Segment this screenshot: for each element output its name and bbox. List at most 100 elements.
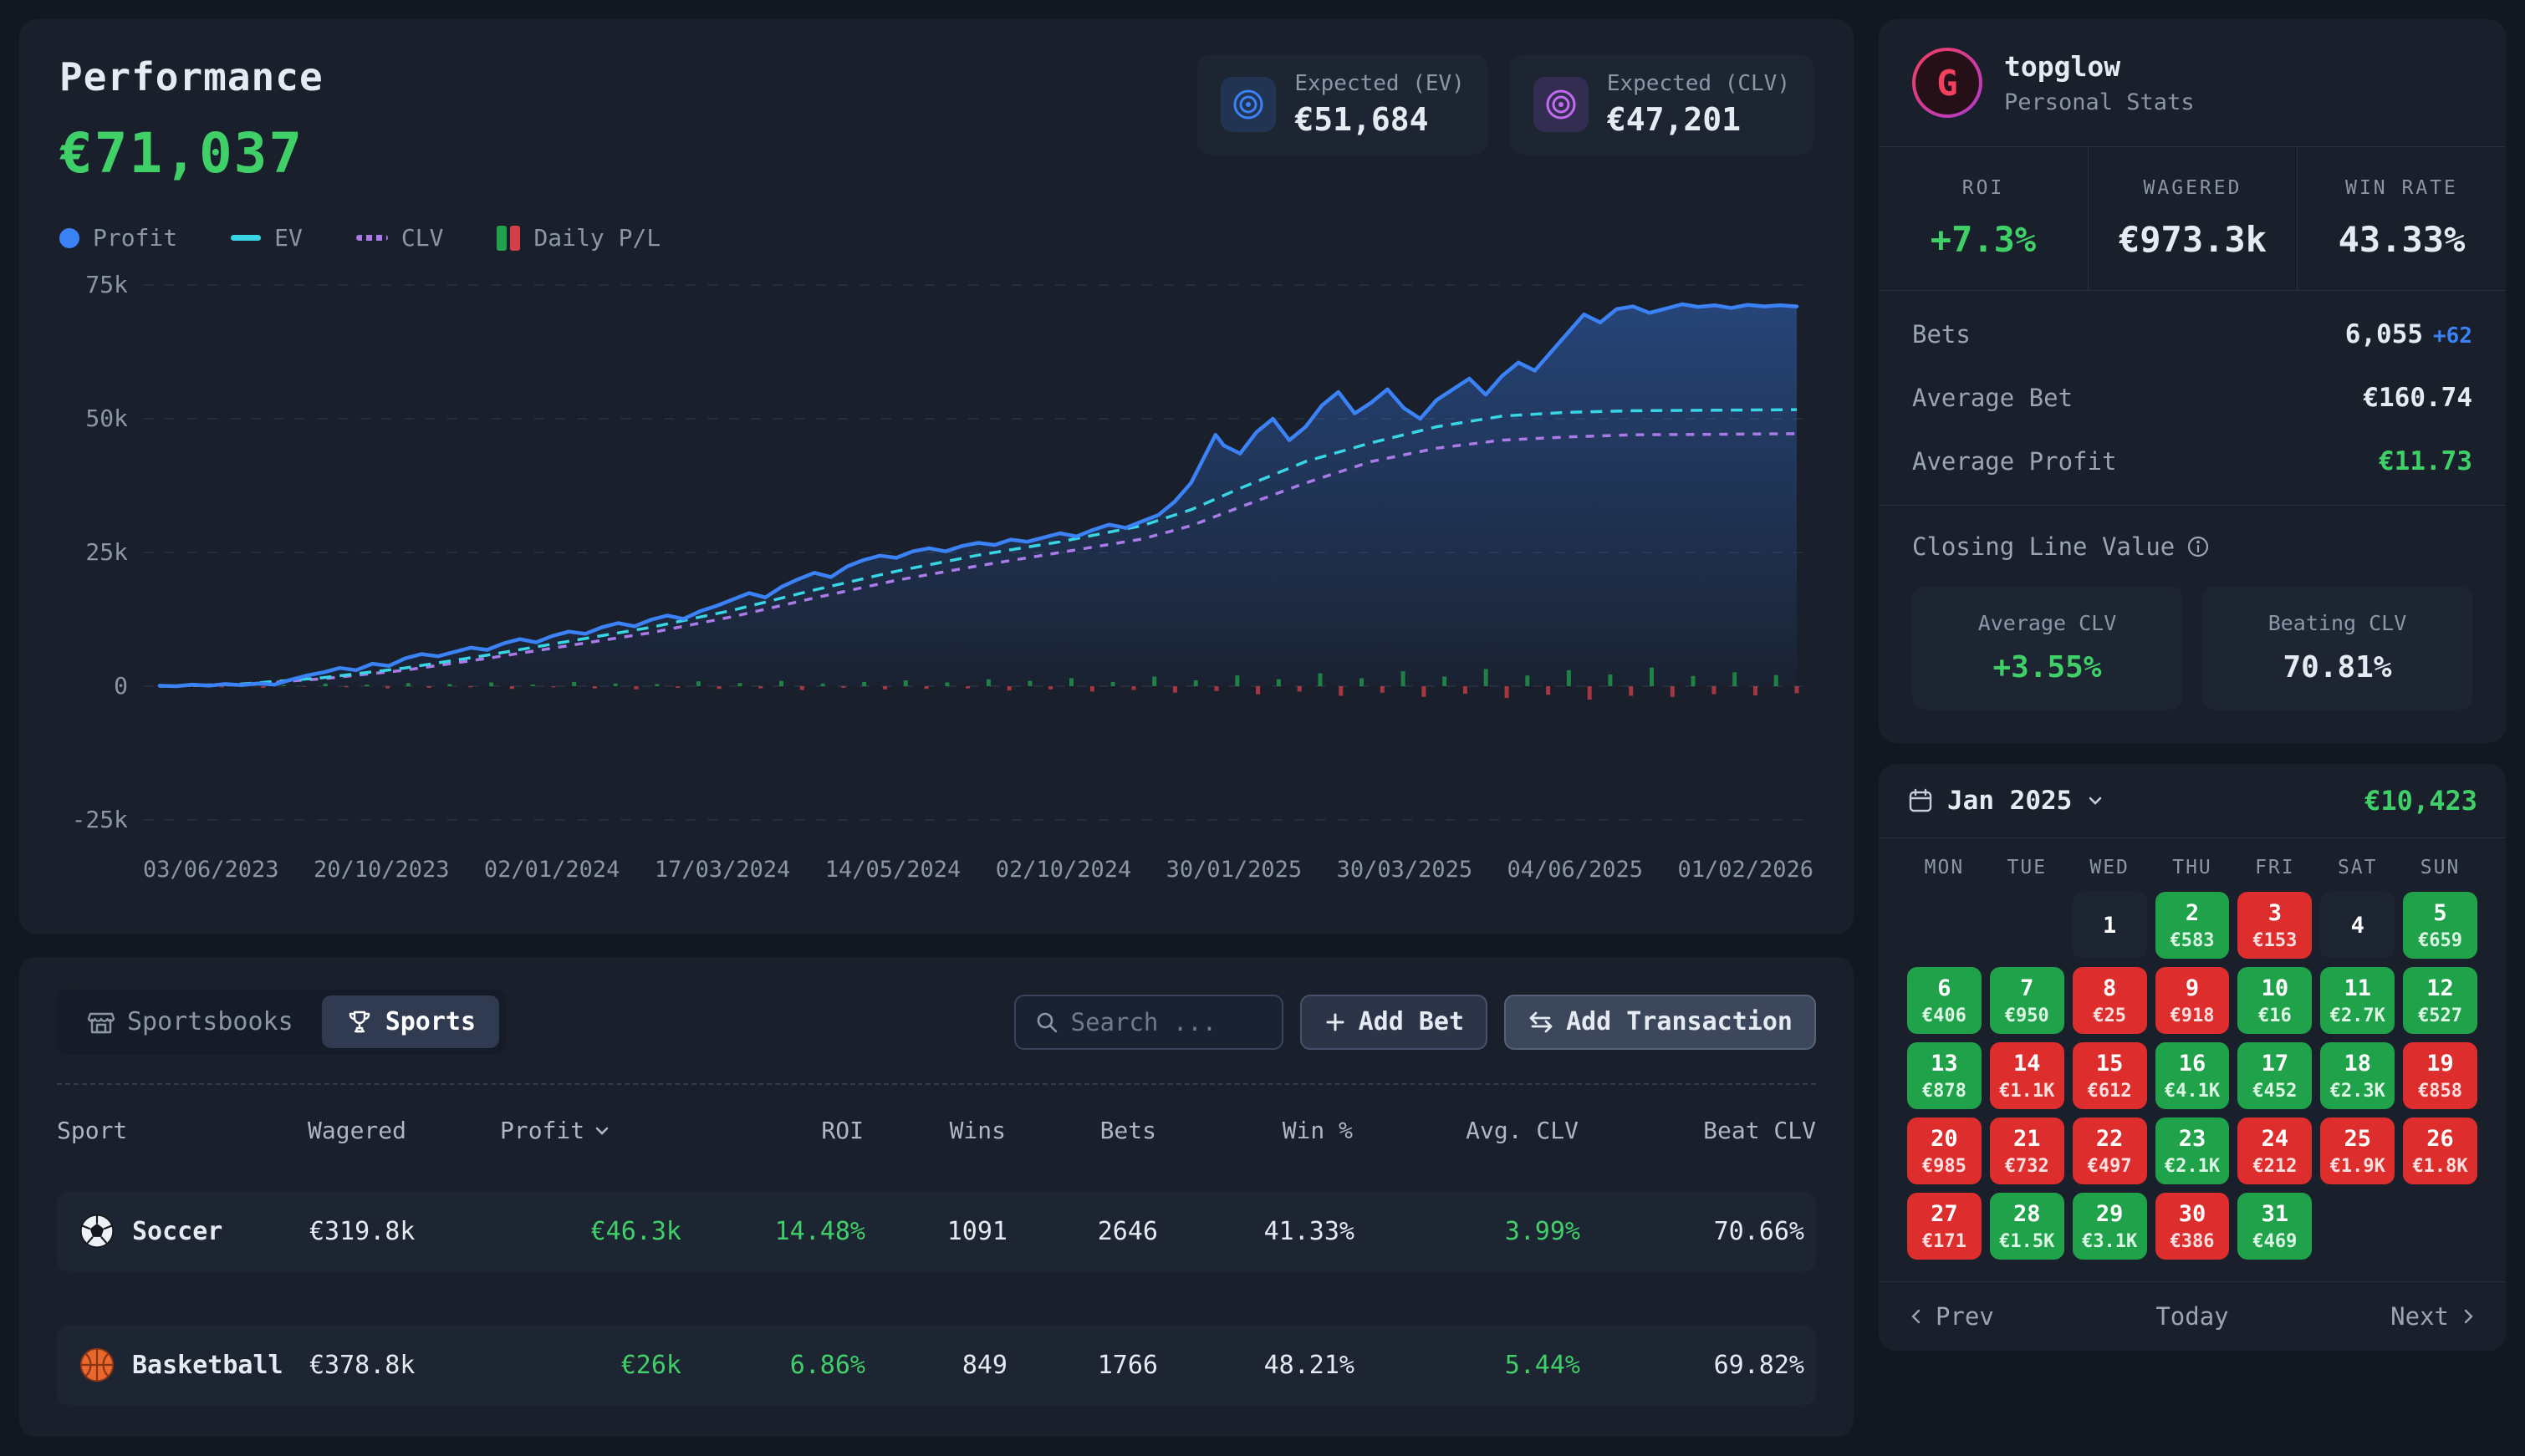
expected-badges: Expected (EV) €51,684 Expected (CLV) €47… xyxy=(1197,54,1813,155)
day-cell-4[interactable]: 4 xyxy=(2320,892,2395,959)
col-avg-clv[interactable]: Avg. CLV xyxy=(1466,1117,1579,1144)
soccer-ball-icon xyxy=(79,1213,115,1250)
day-cell-6[interactable]: 6 €406 xyxy=(1907,967,1982,1034)
day-cell-19[interactable]: 19 €858 xyxy=(2403,1042,2477,1109)
info-icon[interactable] xyxy=(2186,535,2210,558)
day-cell-10[interactable]: 10 €16 xyxy=(2237,967,2313,1034)
day-cell-23[interactable]: 23 €2.1K xyxy=(2155,1117,2230,1184)
profit-swatch xyxy=(59,227,79,248)
day-cell-2[interactable]: 2 €583 xyxy=(2155,892,2230,959)
x-axis: 03/06/2023 20/10/2023 02/01/2024 17/03/2024… xyxy=(59,843,1813,883)
target-ev-icon xyxy=(1221,77,1277,132)
wagered-cell: €378.8k xyxy=(309,1350,416,1380)
day-cell-25[interactable]: 25 €1.9K xyxy=(2320,1117,2395,1184)
bets-delta-badge: +62 xyxy=(2433,323,2472,349)
day-header: THU xyxy=(2172,857,2212,878)
day-cell-11[interactable]: 11 €2.7K xyxy=(2320,967,2395,1034)
day-cell-27[interactable]: 27 €171 xyxy=(1907,1193,1982,1260)
average-clv-value: +3.55% xyxy=(1992,650,2102,685)
legend-ev-label: EV xyxy=(274,224,303,252)
x-tick-label: 02/10/2024 xyxy=(995,857,1132,883)
day-cell-7[interactable]: 7 €950 xyxy=(1989,967,2064,1034)
target-clv-icon xyxy=(1533,77,1589,132)
y-tick-label: 25k xyxy=(85,538,128,566)
avatar[interactable]: G xyxy=(1912,48,1982,118)
view-tabs: Sportsbooks Sports xyxy=(57,989,507,1055)
divider xyxy=(1879,837,2506,838)
x-tick-label: 30/01/2025 xyxy=(1166,857,1303,883)
col-roi[interactable]: ROI xyxy=(821,1117,864,1144)
day-header: SUN xyxy=(2420,857,2461,878)
day-cell-30[interactable]: 30 €386 xyxy=(2155,1193,2230,1260)
col-wagered[interactable]: Wagered xyxy=(308,1117,407,1144)
add-bet-button[interactable]: Add Bet xyxy=(1299,994,1488,1050)
col-bets[interactable]: Bets xyxy=(1099,1117,1156,1144)
table-row[interactable]: Basketball €378.8k €26k 6.86% 849 1766 48.21% 5… xyxy=(57,1325,1816,1405)
day-cell-9[interactable]: 9 €918 xyxy=(2155,967,2230,1034)
day-header: TUE xyxy=(2007,857,2048,878)
tab-sports[interactable]: Sports xyxy=(321,995,500,1048)
search-input[interactable] xyxy=(1070,1007,1263,1036)
trophy-icon xyxy=(345,1008,374,1036)
x-tick-label: 02/01/2024 xyxy=(483,857,620,883)
x-tick-label: 30/03/2025 xyxy=(1336,857,1473,883)
tab-sportsbooks[interactable]: Sportsbooks xyxy=(64,995,317,1048)
day-cell-22[interactable]: 22 €497 xyxy=(2072,1117,2147,1184)
x-tick-label: 14/05/2024 xyxy=(824,857,962,883)
next-month-button[interactable]: Next xyxy=(2390,1302,2477,1331)
wins-cell: 1091 xyxy=(946,1216,1007,1246)
day-grid: 1 2 €583 3 €153 4 5 €659 6 €406 7 €950 8 €25 9 €918 10 €1… xyxy=(1907,892,2477,1260)
day-cell-18[interactable]: 18 €2.3K xyxy=(2320,1042,2395,1109)
day-cell-13[interactable]: 13 €878 xyxy=(1907,1042,1982,1109)
chart-canvas xyxy=(143,284,1813,821)
col-win-pct[interactable]: Win % xyxy=(1282,1117,1353,1144)
beat-clv-cell: 70.66% xyxy=(1713,1216,1804,1246)
x-tick-label: 04/06/2025 xyxy=(1507,857,1644,883)
day-cell-24[interactable]: 24 €212 xyxy=(2237,1117,2313,1184)
col-wins[interactable]: Wins xyxy=(949,1117,1006,1144)
col-profit[interactable]: Profit xyxy=(500,1117,680,1144)
legend-item-clv[interactable]: CLV xyxy=(355,224,443,252)
day-cell-1[interactable]: 1 xyxy=(2072,892,2147,959)
search-box[interactable] xyxy=(1013,994,1283,1050)
table-row[interactable]: Soccer €319.8k €46.3k 14.48% 1091 2646 41.33% 3… xyxy=(57,1191,1816,1271)
divider xyxy=(1879,290,2506,291)
legend-item-ev[interactable]: EV xyxy=(231,224,303,252)
add-transaction-button[interactable]: Add Transaction xyxy=(1504,994,1816,1050)
day-cell-12[interactable]: 12 €527 xyxy=(2403,967,2477,1034)
day-cell-14[interactable]: 14 €1.1K xyxy=(1989,1042,2064,1109)
col-sport[interactable]: Sport xyxy=(57,1117,128,1144)
day-cell-16[interactable]: 16 €4.1K xyxy=(2155,1042,2230,1109)
swap-arrows-icon xyxy=(1528,1009,1554,1036)
day-cell-21[interactable]: 21 €732 xyxy=(1989,1117,2064,1184)
month-total: €10,423 xyxy=(2364,785,2477,817)
clv-swatch xyxy=(355,235,388,241)
day-cell-3[interactable]: 3 €153 xyxy=(2237,892,2313,959)
day-cell-28[interactable]: 28 €1.5K xyxy=(1989,1193,2064,1260)
day-cell-26[interactable]: 26 €1.8K xyxy=(2403,1117,2477,1184)
day-cell-20[interactable]: 20 €985 xyxy=(1907,1117,1982,1184)
average-clv-card: Average CLV +3.55% xyxy=(1912,586,2182,710)
day-cell-8[interactable]: 8 €25 xyxy=(2072,967,2147,1034)
day-cell-5[interactable]: 5 €659 xyxy=(2403,892,2477,959)
day-cell-29[interactable]: 29 €3.1K xyxy=(2072,1193,2147,1260)
chevron-down-icon xyxy=(2085,791,2105,811)
legend-item-profit[interactable]: Profit xyxy=(59,224,177,252)
roi-cell: 14.48% xyxy=(774,1216,865,1246)
legend-item-daily-pl[interactable]: Daily P/L xyxy=(497,224,661,252)
day-cell-31[interactable]: 31 €469 xyxy=(2237,1193,2313,1260)
avg-clv-cell: 5.44% xyxy=(1504,1350,1580,1380)
today-button[interactable]: Today xyxy=(2155,1302,2228,1331)
day-cell-17[interactable]: 17 €452 xyxy=(2237,1042,2313,1109)
day-cell-15[interactable]: 15 €612 xyxy=(2072,1042,2147,1109)
average-bet-value: €160.74 xyxy=(2363,383,2472,413)
month-selector[interactable]: Jan 2025 xyxy=(1907,786,2105,816)
empty-day-cell xyxy=(2403,1193,2477,1260)
performance-panel: Performance €71,037 Expected (EV) €51,68… xyxy=(19,19,1854,934)
x-tick-label: 17/03/2024 xyxy=(654,857,791,883)
y-tick-label: 75k xyxy=(85,271,128,298)
wins-cell: 849 xyxy=(962,1350,1007,1380)
prev-month-button[interactable]: Prev xyxy=(1907,1302,1994,1331)
col-beat-clv[interactable]: Beat CLV xyxy=(1703,1117,1816,1144)
